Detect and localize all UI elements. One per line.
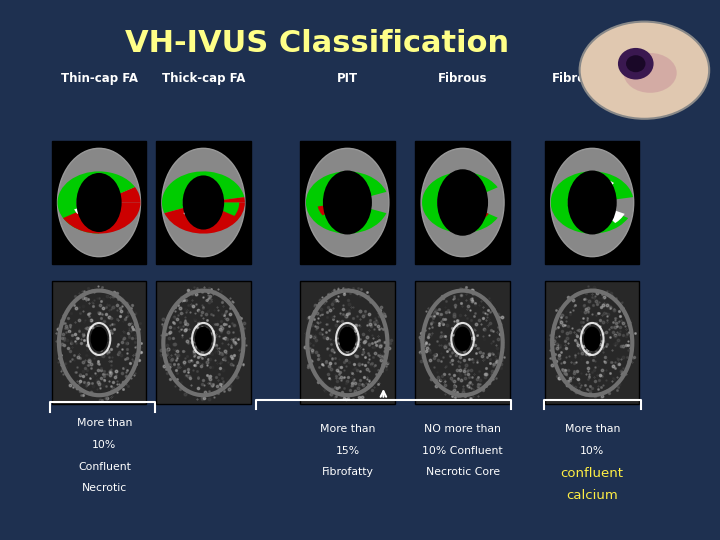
FancyBboxPatch shape: [545, 141, 639, 264]
Text: More than: More than: [77, 418, 132, 429]
Text: Necrotic Core: Necrotic Core: [426, 467, 500, 477]
Ellipse shape: [454, 327, 471, 351]
FancyBboxPatch shape: [415, 141, 510, 264]
Ellipse shape: [584, 327, 600, 351]
Ellipse shape: [162, 148, 245, 256]
Text: confluent: confluent: [561, 467, 624, 480]
Text: 10%: 10%: [580, 446, 604, 456]
Wedge shape: [184, 210, 192, 216]
Text: Necrotic: Necrotic: [82, 483, 127, 494]
Ellipse shape: [306, 148, 389, 256]
Text: 10%: 10%: [92, 440, 117, 450]
Wedge shape: [598, 178, 614, 188]
Wedge shape: [115, 187, 140, 202]
Wedge shape: [329, 215, 340, 222]
Ellipse shape: [618, 48, 654, 79]
FancyBboxPatch shape: [156, 141, 251, 264]
Wedge shape: [221, 202, 239, 216]
Wedge shape: [99, 171, 135, 194]
Ellipse shape: [437, 169, 488, 236]
Ellipse shape: [421, 148, 504, 256]
Ellipse shape: [323, 171, 372, 234]
FancyBboxPatch shape: [52, 281, 146, 404]
Text: More than: More than: [320, 424, 375, 434]
Text: VH-IVUS Classification: VH-IVUS Classification: [125, 29, 509, 58]
Wedge shape: [164, 202, 245, 234]
FancyBboxPatch shape: [300, 141, 395, 264]
Text: Thick-cap FA: Thick-cap FA: [162, 72, 245, 85]
Ellipse shape: [195, 327, 212, 351]
Circle shape: [580, 22, 709, 119]
Text: 10% Confluent: 10% Confluent: [423, 446, 503, 456]
FancyBboxPatch shape: [52, 141, 146, 264]
Ellipse shape: [626, 55, 646, 72]
Text: NO more than: NO more than: [424, 424, 501, 434]
Wedge shape: [58, 171, 99, 234]
Wedge shape: [480, 211, 489, 219]
Wedge shape: [306, 171, 387, 234]
Ellipse shape: [567, 171, 617, 234]
Ellipse shape: [183, 176, 224, 230]
Text: Fibrofatty: Fibrofatty: [321, 467, 374, 477]
Wedge shape: [449, 178, 458, 185]
FancyBboxPatch shape: [300, 281, 395, 404]
FancyBboxPatch shape: [545, 281, 639, 404]
Text: PIT: PIT: [337, 72, 358, 85]
Ellipse shape: [91, 327, 107, 351]
Text: Thin-cap FA: Thin-cap FA: [60, 72, 138, 85]
Ellipse shape: [76, 173, 122, 232]
Ellipse shape: [339, 327, 356, 351]
Text: calcium: calcium: [567, 489, 618, 502]
Wedge shape: [318, 205, 329, 215]
Text: 15%: 15%: [336, 446, 359, 456]
Wedge shape: [608, 210, 625, 223]
Text: Fibrous: Fibrous: [438, 72, 487, 85]
Text: Confluent: Confluent: [78, 462, 131, 472]
Wedge shape: [63, 202, 140, 234]
Wedge shape: [220, 197, 245, 202]
Text: Fibrocalcific: Fibrocalcific: [552, 72, 632, 85]
Wedge shape: [162, 171, 244, 213]
Wedge shape: [74, 207, 84, 214]
Wedge shape: [579, 179, 588, 185]
Text: More than: More than: [564, 424, 620, 434]
Wedge shape: [551, 171, 633, 234]
FancyBboxPatch shape: [415, 281, 510, 404]
Ellipse shape: [58, 148, 140, 256]
Wedge shape: [422, 172, 498, 233]
FancyBboxPatch shape: [156, 281, 251, 404]
Ellipse shape: [551, 148, 634, 256]
Ellipse shape: [624, 53, 677, 93]
